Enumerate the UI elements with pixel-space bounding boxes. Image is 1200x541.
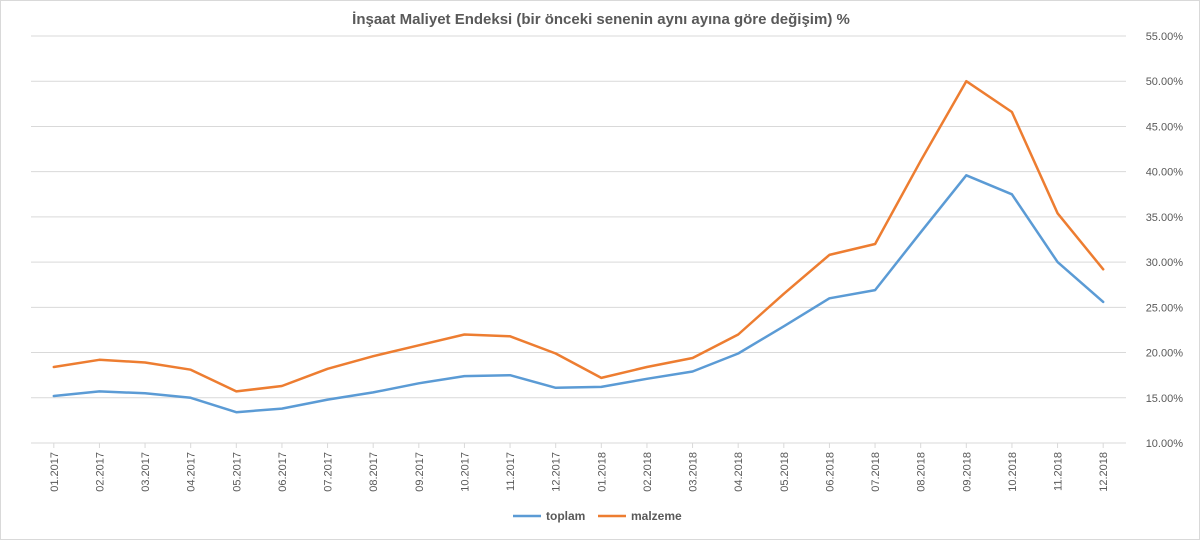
x-tick-label: 04.2018 — [733, 452, 745, 492]
legend: toplam malzeme — [513, 509, 682, 523]
x-tick-label: 11.2018 — [1053, 452, 1065, 491]
gridlines — [31, 35, 1126, 444]
x-tick-label: 06.2018 — [824, 452, 836, 492]
y-tick-label: 20.00% — [1146, 348, 1184, 360]
x-tick-label: 09.2017 — [414, 452, 426, 492]
x-tick-label: 07.2018 — [870, 452, 882, 492]
y-tick-label: 30.00% — [1146, 257, 1184, 269]
y-tick-label: 45.00% — [1146, 121, 1184, 133]
series-lines — [52, 79, 1105, 414]
y-tick-label: 40.00% — [1146, 167, 1184, 179]
x-tick-label: 03.2018 — [688, 452, 700, 492]
y-tick-label: 50.00% — [1146, 76, 1184, 88]
x-tick-label: 12.2017 — [551, 452, 563, 492]
y-tick-label: 15.00% — [1146, 393, 1184, 405]
legend-label-toplam: toplam — [546, 509, 585, 523]
x-tick-label: 02.2017 — [94, 452, 106, 492]
x-tick-label: 04.2017 — [186, 452, 198, 492]
x-tick-label: 02.2018 — [642, 452, 654, 492]
x-tick-label: 08.2018 — [916, 452, 928, 492]
x-tick-label: 10.2017 — [459, 452, 471, 492]
x-tick-label: 03.2017 — [140, 452, 152, 492]
y-axis: 10.00% 15.00% 20.00% 25.00% 30.00% 35.00% 40.0… — [1146, 31, 1184, 450]
y-tick-label: 25.00% — [1146, 302, 1184, 314]
y-tick-label: 55.00% — [1146, 31, 1184, 43]
y-tick-label: 35.00% — [1146, 212, 1184, 224]
x-tick-label: 01.2017 — [49, 452, 61, 492]
x-tick-label: 09.2018 — [961, 452, 973, 492]
y-tick-label: 10.00% — [1146, 438, 1184, 450]
x-tick-label: 05.2017 — [231, 452, 243, 492]
x-tick-label: 08.2017 — [368, 452, 380, 492]
legend-label-malzeme: malzeme — [631, 509, 682, 523]
x-tick-label: 11.2017 — [505, 452, 517, 491]
x-tick-label: 10.2018 — [1007, 452, 1019, 492]
series-line-toplam — [52, 174, 1105, 414]
x-tick-label: 07.2017 — [323, 452, 335, 492]
legend-item-toplam: toplam — [513, 509, 585, 523]
x-tick-label: 01.2018 — [596, 452, 608, 492]
x-tick-label: 06.2017 — [277, 452, 289, 492]
x-tick-label: 05.2018 — [779, 452, 791, 492]
x-axis: 01.2017 02.2017 03.2017 04.2017 05.2017 06.20… — [49, 443, 1110, 492]
legend-item-malzeme: malzeme — [598, 509, 682, 523]
x-tick-label: 12.2018 — [1098, 452, 1110, 492]
chart-title: İnşaat Maliyet Endeksi (bir önceki senen… — [352, 11, 850, 28]
series-line-malzeme — [52, 79, 1105, 393]
